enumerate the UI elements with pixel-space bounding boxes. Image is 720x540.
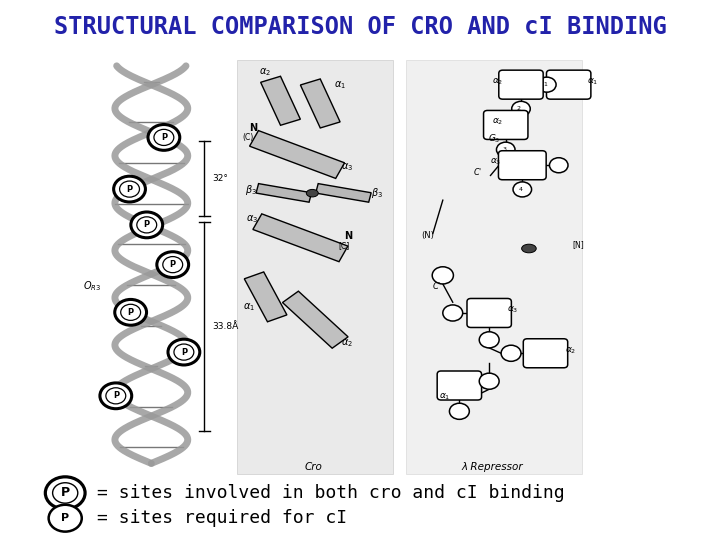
FancyBboxPatch shape <box>484 111 528 139</box>
Polygon shape <box>315 184 372 202</box>
Text: 2: 2 <box>517 106 521 111</box>
Polygon shape <box>282 291 348 348</box>
Polygon shape <box>300 79 340 128</box>
Circle shape <box>49 505 82 531</box>
Polygon shape <box>256 184 312 202</box>
Text: $\alpha_2$: $\alpha_2$ <box>564 345 576 356</box>
Polygon shape <box>250 131 345 178</box>
FancyBboxPatch shape <box>467 299 511 327</box>
Text: 3: 3 <box>503 147 506 152</box>
Polygon shape <box>261 76 300 125</box>
Text: = sites involved in both cro and cI binding: = sites involved in both cro and cI bind… <box>97 484 564 502</box>
Circle shape <box>114 300 147 325</box>
Circle shape <box>549 158 568 173</box>
FancyBboxPatch shape <box>523 339 567 368</box>
Text: $\alpha_3$: $\alpha_3$ <box>341 161 354 173</box>
Text: P: P <box>161 133 167 142</box>
Circle shape <box>512 102 530 116</box>
Text: P: P <box>170 260 176 269</box>
FancyBboxPatch shape <box>499 70 543 99</box>
Text: $G_3$: $G_3$ <box>488 132 500 145</box>
Text: [C]: [C] <box>339 241 350 251</box>
Circle shape <box>443 305 463 321</box>
FancyBboxPatch shape <box>498 151 546 180</box>
Text: $\alpha_2$: $\alpha_2$ <box>492 76 504 86</box>
Text: C': C' <box>474 168 482 178</box>
Circle shape <box>121 304 140 320</box>
Ellipse shape <box>522 244 536 253</box>
Text: P: P <box>127 185 132 194</box>
Circle shape <box>501 345 521 361</box>
Text: P: P <box>127 308 134 317</box>
Text: P: P <box>113 392 119 400</box>
Text: = sites required for cI: = sites required for cI <box>97 509 347 527</box>
Text: P: P <box>61 513 69 523</box>
FancyBboxPatch shape <box>406 60 582 474</box>
Circle shape <box>513 182 531 197</box>
FancyBboxPatch shape <box>238 60 393 474</box>
Circle shape <box>114 176 145 202</box>
Circle shape <box>497 142 515 157</box>
Text: $\alpha_1$: $\alpha_1$ <box>588 76 598 86</box>
Text: N: N <box>344 231 352 241</box>
Text: P: P <box>144 220 150 230</box>
Text: Cro: Cro <box>305 462 323 472</box>
Text: $\alpha_3$: $\alpha_3$ <box>490 157 501 167</box>
Ellipse shape <box>306 190 318 197</box>
Circle shape <box>148 125 180 150</box>
Circle shape <box>432 267 454 284</box>
Circle shape <box>154 130 174 145</box>
Text: [N]: [N] <box>572 240 584 249</box>
Circle shape <box>163 256 183 273</box>
Polygon shape <box>244 272 287 322</box>
Text: $O_{R3}$: $O_{R3}$ <box>83 279 101 293</box>
Circle shape <box>131 212 163 238</box>
Text: $\alpha_1$: $\alpha_1$ <box>243 301 256 313</box>
FancyBboxPatch shape <box>437 371 482 400</box>
Text: N: N <box>248 124 257 133</box>
Circle shape <box>157 252 189 278</box>
Circle shape <box>168 339 199 365</box>
Circle shape <box>106 388 126 404</box>
FancyBboxPatch shape <box>546 70 591 99</box>
Text: C': C' <box>433 282 441 291</box>
Circle shape <box>174 344 194 360</box>
Text: $\alpha_3$: $\alpha_3$ <box>246 214 258 226</box>
Circle shape <box>45 477 85 509</box>
Text: P: P <box>181 348 187 356</box>
Circle shape <box>53 483 78 503</box>
Polygon shape <box>253 214 348 262</box>
Text: P: P <box>60 487 70 500</box>
Text: $\alpha_2$: $\alpha_2$ <box>341 337 354 349</box>
Text: (C): (C) <box>242 133 253 142</box>
Text: 1: 1 <box>543 82 546 87</box>
Text: $\alpha_2$: $\alpha_2$ <box>258 66 271 78</box>
Text: $\alpha_1$: $\alpha_1$ <box>439 392 451 402</box>
Text: $\alpha_2$: $\alpha_2$ <box>492 116 503 127</box>
Text: $\beta_3$: $\beta_3$ <box>371 186 382 200</box>
Text: 4: 4 <box>519 187 523 192</box>
Circle shape <box>538 77 556 92</box>
Text: $\beta_3$: $\beta_3$ <box>246 183 257 197</box>
Circle shape <box>137 217 157 233</box>
Text: 33.8Å: 33.8Å <box>212 322 238 331</box>
Circle shape <box>480 373 499 389</box>
Text: STRUCTURAL COMPARISON OF CRO AND cI BINDING: STRUCTURAL COMPARISON OF CRO AND cI BIND… <box>53 15 667 39</box>
Text: λ Repressor: λ Repressor <box>462 462 523 472</box>
Text: $\alpha_3$: $\alpha_3$ <box>507 305 518 315</box>
Circle shape <box>100 383 132 409</box>
Text: $\alpha_1$: $\alpha_1$ <box>333 79 346 91</box>
Text: 32°: 32° <box>212 174 228 183</box>
Circle shape <box>449 403 469 420</box>
Text: (N): (N) <box>422 231 434 240</box>
Circle shape <box>120 181 140 197</box>
Circle shape <box>480 332 499 348</box>
